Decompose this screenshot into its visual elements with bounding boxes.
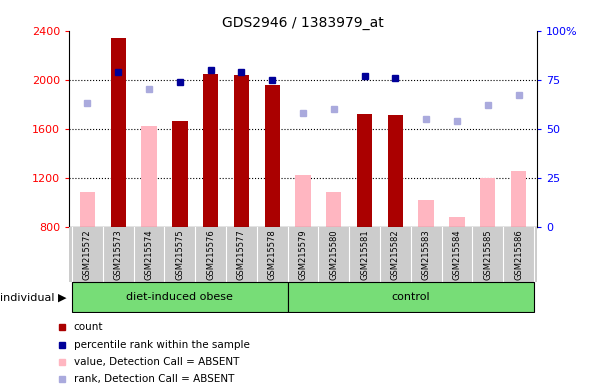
Text: GSM215574: GSM215574: [145, 229, 154, 280]
Bar: [265, 84, 280, 227]
Text: percentile rank within the sample: percentile rank within the sample: [74, 339, 250, 349]
Text: GSM215584: GSM215584: [452, 229, 461, 280]
Bar: [357, 114, 372, 227]
Bar: [80, 192, 95, 227]
Bar: [326, 192, 341, 227]
Bar: [172, 121, 188, 227]
Text: GSM215575: GSM215575: [175, 229, 184, 280]
Text: GSM215578: GSM215578: [268, 229, 277, 280]
Text: GSM215572: GSM215572: [83, 229, 92, 280]
Bar: [418, 200, 434, 227]
Text: GSM215576: GSM215576: [206, 229, 215, 280]
Text: diet-induced obese: diet-induced obese: [127, 292, 233, 302]
Bar: [480, 178, 496, 227]
Text: control: control: [391, 292, 430, 302]
Text: GSM215583: GSM215583: [422, 229, 431, 280]
Bar: [511, 172, 526, 227]
Text: value, Detection Call = ABSENT: value, Detection Call = ABSENT: [74, 357, 239, 367]
Text: GSM215582: GSM215582: [391, 229, 400, 280]
Bar: [234, 75, 249, 227]
Bar: [388, 115, 403, 227]
Text: GSM215580: GSM215580: [329, 229, 338, 280]
Bar: [110, 38, 126, 227]
Text: GSM215579: GSM215579: [299, 229, 308, 280]
Text: GSM215581: GSM215581: [360, 229, 369, 280]
Text: individual ▶: individual ▶: [0, 292, 66, 302]
Text: GSM215586: GSM215586: [514, 229, 523, 280]
Text: GSM215585: GSM215585: [483, 229, 492, 280]
Bar: [72, 282, 287, 312]
Text: rank, Detection Call = ABSENT: rank, Detection Call = ABSENT: [74, 374, 234, 384]
Bar: [295, 175, 311, 227]
Bar: [449, 217, 464, 227]
Title: GDS2946 / 1383979_at: GDS2946 / 1383979_at: [222, 16, 384, 30]
Bar: [142, 126, 157, 227]
Text: GSM215573: GSM215573: [114, 229, 123, 280]
Text: count: count: [74, 322, 103, 332]
Bar: [203, 74, 218, 227]
Bar: [287, 282, 534, 312]
Text: GSM215577: GSM215577: [237, 229, 246, 280]
